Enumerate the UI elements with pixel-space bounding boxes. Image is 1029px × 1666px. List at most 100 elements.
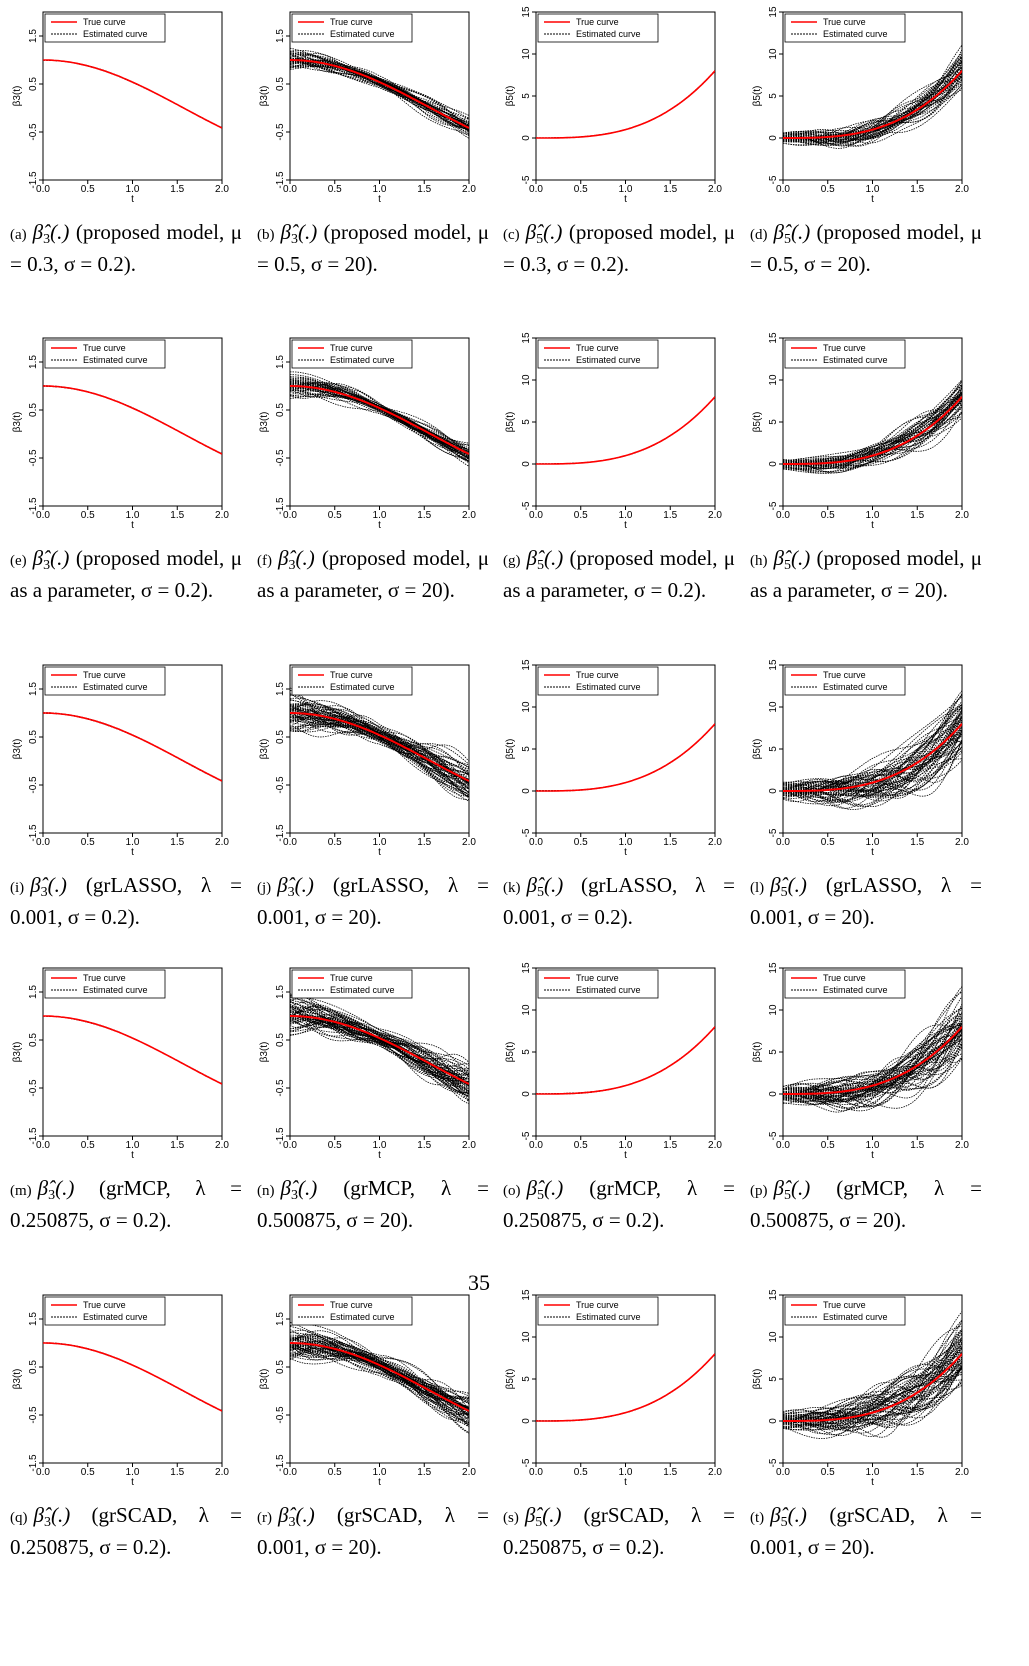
x-tick-label: 1.5: [170, 837, 184, 848]
estimated-curve: [290, 60, 469, 132]
estimated-curve: [783, 1007, 962, 1102]
legend-box: [537, 666, 659, 696]
estimated-curve: [783, 391, 962, 472]
caption-beta-hat: β̂3(.): [278, 546, 322, 573]
estimated-curve: [783, 1041, 962, 1103]
y-axis-label: β5(t): [752, 86, 763, 107]
estimated-curve: [290, 1344, 469, 1411]
estimated-curve: [536, 70, 715, 139]
x-tick-label: 1.0: [866, 510, 880, 521]
y-axis-label: β5(t): [505, 412, 516, 433]
x-tick-label: 1.0: [866, 184, 880, 195]
estimated-curve: [290, 693, 469, 765]
estimated-curve: [783, 732, 962, 792]
estimated-curve: [783, 1365, 962, 1431]
x-tick-label: 1.5: [170, 1467, 184, 1478]
y-tick-label: 15: [768, 659, 779, 671]
chart: 0.0 0.5 1.0 1.5 2.0 t -1.5 -0.5 0.5 1.5 β3(t) True …: [259, 967, 476, 1158]
estimated-curve: [43, 59, 222, 129]
true-curve: [43, 59, 222, 129]
estimated-curve: [290, 725, 469, 766]
y-tick-label: 0.5: [28, 730, 39, 744]
legend-est-label: Estimated curve: [823, 682, 888, 692]
estimated-curve: [783, 1332, 962, 1425]
y-tick-label: 10: [521, 374, 532, 386]
x-tick-label: 1.5: [910, 510, 924, 521]
y-tick-label: -0.5: [275, 1406, 286, 1424]
x-tick-label: 2.0: [462, 184, 476, 195]
panel-caption: (t) β̂5(.) (grSCAD, λ = 0.001, σ = 20).: [750, 1503, 982, 1559]
y-tick-label: 5: [768, 1049, 779, 1055]
y-tick-label: 1.5: [275, 29, 286, 43]
y-tick-label: 15: [521, 332, 532, 344]
caption-text: (grLASSO, λ = 0.001, σ = 0.2).: [10, 873, 242, 929]
estimated-curve: [536, 70, 715, 139]
legend-true-label: True curve: [576, 1300, 619, 1310]
plot-area: [783, 44, 962, 149]
estimated-curve: [783, 384, 962, 468]
estimated-curve: [43, 59, 222, 129]
estimated-curve: [290, 59, 469, 128]
y-tick-label: 15: [768, 6, 779, 18]
panel-caption: (m) β̂3(.) (grMCP, λ = 0.250875, σ = 0.2)…: [10, 1176, 242, 1232]
y-tick-label: 15: [768, 962, 779, 974]
caption-beta-hat: β̂5(.): [524, 1503, 584, 1530]
y-tick-label: 1.5: [28, 355, 39, 369]
x-tick-label: 1.0: [619, 1140, 633, 1151]
y-tick-label: -0.5: [275, 449, 286, 467]
caption-beta-hat: β̂5(.): [770, 873, 826, 900]
panel-k: 0.0 0.5 1.0 1.5 2.0 t -5 0 5 10 15 β5(t) True curve E…: [503, 655, 743, 975]
estimated-curve: [783, 1358, 962, 1425]
estimated-curve: [536, 723, 715, 792]
estimated-curve: [290, 60, 469, 132]
x-tick-label: 0.5: [81, 184, 95, 195]
panel-d: 0.0 0.5 1.0 1.5 2.0 t -5 0 5 10 15 β5(t) True curve E…: [750, 2, 990, 322]
legend-est-label: Estimated curve: [576, 355, 641, 365]
chart: 0.0 0.5 1.0 1.5 2.0 t -5 0 5 10 15 β5(t) True curve E…: [752, 6, 969, 202]
estimated-curve: [290, 62, 469, 131]
legend: True curve Estimated curve: [784, 666, 906, 696]
estimated-curve: [783, 1353, 962, 1438]
legend-box: [784, 969, 906, 999]
chart: 0.0 0.5 1.0 1.5 2.0 t -5 0 5 10 15 β5(t) True curve E…: [505, 1289, 722, 1485]
estimated-curve: [783, 392, 962, 464]
y-tick-label: 5: [768, 746, 779, 752]
estimated-curve: [783, 1023, 962, 1106]
caption-label: (n): [257, 1183, 275, 1199]
x-tick-label: 1.5: [170, 1140, 184, 1151]
chart: 0.0 0.5 1.0 1.5 2.0 t -5 0 5 10 15 β5(t) True curve E…: [752, 332, 969, 528]
legend-true-label: True curve: [823, 17, 866, 27]
estimated-curve: [783, 758, 962, 799]
legend-est-label: Estimated curve: [83, 682, 148, 692]
estimated-curve: [536, 396, 715, 465]
x-tick-label: 0.5: [328, 1467, 342, 1478]
y-tick-label: 10: [768, 374, 779, 386]
estimated-curve: [290, 1017, 469, 1085]
x-axis-label: t: [131, 1150, 134, 1158]
y-tick-label: 1.5: [28, 29, 39, 43]
estimated-curve: [783, 1030, 962, 1098]
estimated-curve: [290, 1347, 469, 1411]
estimated-curve: [783, 1034, 962, 1094]
estimated-curve: [783, 61, 962, 147]
caption-label: (r): [257, 1510, 272, 1526]
estimated-curve: [783, 991, 962, 1107]
estimated-curve: [783, 721, 962, 803]
x-tick-label: 1.0: [126, 1140, 140, 1151]
estimated-curve: [290, 57, 469, 122]
estimated-curve: [43, 712, 222, 782]
x-tick-label: 0.5: [821, 837, 835, 848]
estimated-curve: [290, 704, 469, 790]
panel-o: 0.0 0.5 1.0 1.5 2.0 t -5 0 5 10 15 β5(t) True curve E…: [503, 958, 743, 1278]
x-tick-label: 2.0: [215, 1140, 229, 1151]
y-tick-label: -5: [768, 175, 779, 184]
estimated-curve: [290, 1016, 469, 1092]
panel-caption: (l) β̂5(.) (grLASSO, λ = 0.001, σ = 20).: [750, 873, 982, 929]
true-curve: [783, 70, 962, 139]
estimated-curve: [783, 1034, 962, 1097]
chart: 0.0 0.5 1.0 1.5 2.0 t -1.5 -0.5 0.5 1.5 β3(t) True …: [12, 337, 229, 528]
y-tick-label: 15: [521, 659, 532, 671]
plot-area: [536, 396, 715, 465]
x-axis-label: t: [624, 520, 627, 528]
estimated-curve: [290, 708, 469, 796]
